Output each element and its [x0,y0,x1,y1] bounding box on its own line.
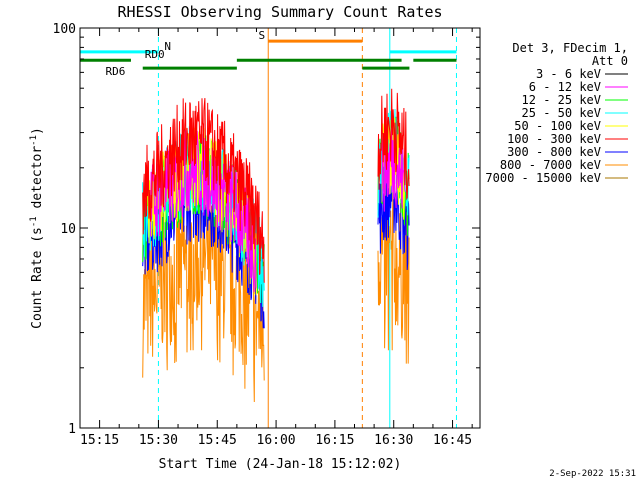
x-tick-label-1: 15:30 [139,433,178,448]
legend-label-5: 100 - 300 keV [507,132,601,146]
series-100-300-kev-segment-1 [377,88,410,201]
legend-label-7: 800 - 7000 keV [500,158,601,172]
mode-bar-label-n: N [164,40,171,53]
plot-frame [79,27,481,429]
legend-label-3: 25 - 50 keV [522,106,601,120]
footer-date: 2-Sep-2022 15:31 [549,469,636,479]
chart-title: RHESSI Observing Summary Count Rates [117,3,442,21]
legend-header-line1: Det 3, FDecim 1, [512,41,628,55]
y-axis-label: Count Rate (s-1 detector-1) [29,127,45,329]
x-tick-label-6: 16:45 [433,433,472,448]
legend-header-line2: Att 0 [592,54,628,68]
legend-label-6: 300 - 800 keV [507,145,601,159]
legend-label-1: 6 - 12 keV [529,80,601,94]
mode-bar-label-s: S [258,29,265,42]
y-tick-label-0: 1 [68,422,76,437]
legend-label-2: 12 - 25 keV [522,93,601,107]
y-tick-label-1: 10 [60,222,76,237]
legend-label-8: 7000 - 15000 keV [485,171,601,185]
x-tick-label-4: 16:15 [315,433,354,448]
x-axis-label: Start Time (24-Jan-18 15:12:02) [159,457,402,472]
legend-label-0: 3 - 6 keV [536,67,601,81]
axis-ticks: 15:15 15:30 15:45 16:00 16:15 16:30 16:45 1 10 10… [53,22,480,448]
series-100-300-kev-segment-0 [142,98,265,283]
x-tick-label-2: 15:45 [198,433,237,448]
x-tick-label-5: 16:30 [374,433,413,448]
x-tick-label-0: 15:15 [80,433,119,448]
mode-bar-label-rd0: RD0 [145,48,165,61]
mode-bar-label-rd6: RD6 [106,65,126,78]
y-tick-label-2: 100 [53,22,76,37]
x-tick-label-3: 16:00 [257,433,296,448]
legend-label-4: 50 - 100 keV [514,119,601,133]
